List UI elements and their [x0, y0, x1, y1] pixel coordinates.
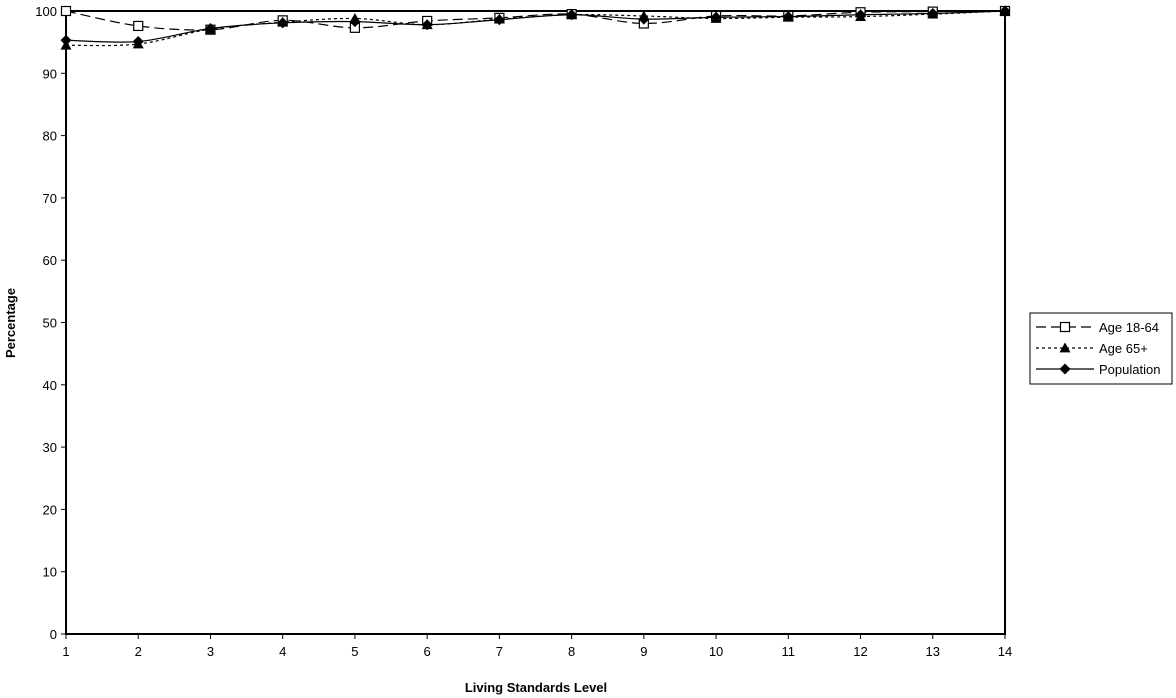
y-tick-label: 20	[43, 502, 57, 517]
data-point	[60, 5, 72, 17]
y-tick-label: 30	[43, 440, 57, 455]
x-tick-label: 3	[207, 644, 214, 659]
y-tick-label: 100	[35, 4, 57, 19]
x-tick-label: 9	[640, 644, 647, 659]
y-tick-label: 10	[43, 565, 57, 580]
data-point	[782, 11, 794, 23]
data-point	[60, 34, 72, 46]
data-point	[133, 20, 144, 32]
plot-area-border	[65, 10, 1006, 635]
data-point	[421, 19, 433, 31]
x-tick-label: 12	[853, 644, 867, 659]
y-tick-label: 70	[43, 191, 57, 206]
y-tick-label: 50	[43, 316, 57, 331]
data-point	[927, 7, 939, 19]
data-point	[855, 9, 867, 21]
y-tick-label: 90	[43, 66, 57, 81]
y-axis: 0 10 20 30 40 50 60 70 80 90 100	[35, 4, 66, 642]
data-point	[710, 11, 722, 23]
series-group	[60, 5, 1011, 50]
plot-frame	[65, 10, 1006, 635]
y-tick-label: 40	[43, 378, 57, 393]
series-age-65-	[60, 5, 1011, 50]
series-population	[60, 5, 1011, 48]
legend: Age 18-64 Age 65+ Population	[1029, 312, 1173, 385]
x-tick-label: 11	[782, 644, 796, 659]
data-point	[349, 16, 361, 28]
data-point	[132, 36, 144, 48]
x-tick-label: 7	[496, 644, 503, 659]
legend-item: Age 65+	[1036, 341, 1148, 356]
x-tick-label: 10	[709, 644, 723, 659]
legend-item: Population	[1036, 362, 1160, 377]
series-line	[65, 10, 1006, 43]
x-axis-title: Living Standards Level	[465, 680, 607, 695]
data-point	[566, 9, 578, 21]
y-tick-label: 80	[43, 129, 57, 144]
series-line	[65, 10, 1006, 31]
legend-marker	[1059, 342, 1071, 353]
legend-label: Age 65+	[1099, 341, 1148, 356]
legend-box	[1029, 312, 1173, 385]
data-point	[277, 17, 289, 29]
x-tick-label: 1	[62, 644, 69, 659]
data-point	[493, 14, 505, 26]
x-tick-label: 14	[998, 644, 1012, 659]
x-tick-label: 5	[351, 644, 358, 659]
x-tick-label: 6	[424, 644, 431, 659]
legend-label: Population	[1099, 362, 1160, 377]
data-point	[999, 5, 1011, 17]
y-tick-label: 60	[43, 253, 57, 268]
y-axis-title: Percentage	[3, 288, 18, 358]
x-axis: 1 2 3 4 5 6 7 8 9 10 11 12 13 14	[62, 634, 1012, 659]
legend-item: Age 18-64	[1036, 320, 1159, 335]
x-tick-label: 13	[926, 644, 940, 659]
legend-marker	[1059, 363, 1071, 375]
x-tick-label: 4	[279, 644, 286, 659]
legend-marker	[1059, 321, 1071, 333]
legend-label: Age 18-64	[1099, 320, 1159, 335]
x-tick-label: 8	[568, 644, 575, 659]
data-point	[204, 22, 216, 34]
x-tick-label: 2	[135, 644, 142, 659]
data-point	[638, 13, 650, 25]
y-tick-label: 0	[50, 627, 57, 642]
